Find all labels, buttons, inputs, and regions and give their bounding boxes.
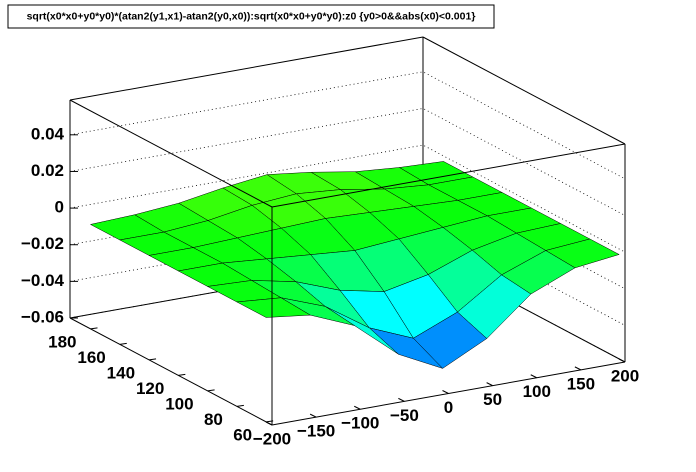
x-tick-label: 100 — [523, 382, 551, 401]
x-tick — [486, 382, 493, 387]
y-tick — [148, 358, 157, 361]
z-tick-label: −0.06 — [21, 307, 64, 326]
y-tick-label: 120 — [136, 379, 164, 398]
z-tick-label: 0 — [55, 198, 64, 217]
x-tick — [574, 366, 582, 371]
y-tick-label: 60 — [233, 425, 252, 444]
surface-cell — [236, 297, 312, 318]
z-tick-label: 0.02 — [31, 161, 64, 180]
y-tick-label: 160 — [77, 348, 105, 367]
x-tick-label: 200 — [611, 366, 639, 385]
y-tick — [266, 420, 274, 423]
x-tick — [530, 374, 537, 379]
y-tick-label: 140 — [107, 363, 135, 382]
x-tick — [618, 358, 626, 363]
x-tick-label: 150 — [567, 374, 595, 393]
x-tick-label: 50 — [483, 390, 502, 409]
title-box — [7, 4, 495, 29]
x-tick-label: −50 — [390, 406, 419, 425]
x-tick — [265, 421, 273, 426]
box-edge — [422, 36, 626, 145]
x-tick — [398, 397, 405, 402]
x-tick-label: −200 — [253, 429, 291, 448]
x-tick — [354, 405, 361, 410]
x-tick-label: 0 — [444, 398, 453, 417]
y-tick — [207, 389, 215, 392]
x-tick-label: −150 — [297, 422, 335, 441]
y-tick-label: 80 — [204, 410, 223, 429]
x-tick-label: −100 — [341, 414, 379, 433]
y-axis — [69, 317, 273, 426]
y-tick — [90, 327, 98, 330]
x-tick — [442, 390, 449, 394]
box-edge — [69, 99, 273, 208]
chart-title: sqrt(x0*x0+y0*y0)*(atan2(y1,x1)-atan2(y0… — [27, 10, 476, 22]
box-edge — [271, 143, 626, 208]
y-tick — [236, 404, 244, 407]
z-tick-label: −0.04 — [21, 271, 65, 290]
y-tick — [178, 373, 186, 376]
box-edge — [69, 36, 424, 101]
z-tick-label: −0.02 — [21, 234, 64, 253]
y-tick-label: 180 — [48, 332, 76, 351]
x-tick — [309, 413, 317, 418]
y-tick-label: 100 — [165, 394, 193, 413]
y-tick — [119, 342, 127, 345]
z-tick-label: 0.04 — [31, 124, 65, 143]
